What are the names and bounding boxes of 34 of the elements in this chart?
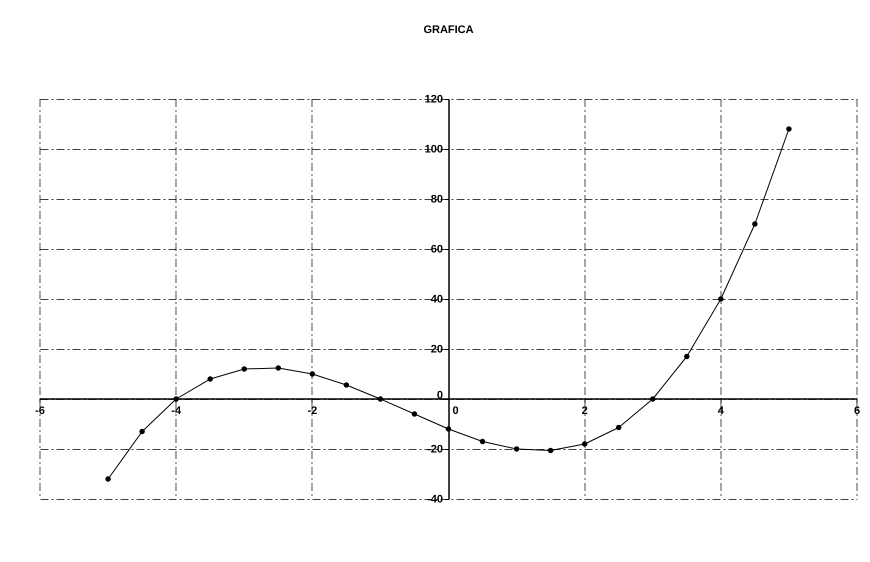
point — [514, 446, 520, 452]
point — [616, 424, 622, 430]
x-tick-label: 0 — [452, 405, 459, 417]
point — [752, 221, 758, 227]
point — [480, 438, 486, 444]
point — [139, 428, 145, 434]
y-tick-label: 40 — [430, 294, 443, 306]
x-tick-label: -4 — [171, 405, 182, 417]
y-tick-label: 60 — [430, 244, 443, 256]
point — [173, 396, 179, 402]
point — [105, 476, 111, 482]
y-tick-label: 20 — [430, 344, 443, 356]
point — [310, 371, 316, 377]
point — [242, 366, 247, 372]
x-tick-label: 4 — [718, 405, 725, 417]
y-tick-label: 0 — [436, 390, 443, 402]
x-tick-label: 6 — [854, 405, 860, 417]
point — [718, 296, 724, 302]
x-tick-label: -2 — [307, 405, 318, 417]
point — [582, 441, 588, 447]
point — [786, 126, 792, 132]
point — [207, 376, 213, 382]
chart-title: GRAFICA — [423, 24, 474, 36]
point — [412, 411, 418, 417]
point — [548, 448, 554, 454]
point — [650, 396, 656, 402]
point — [378, 396, 384, 402]
y-tick-label: 80 — [430, 194, 443, 206]
point — [344, 382, 350, 388]
x-tick-label: -6 — [35, 405, 45, 417]
point — [684, 354, 690, 360]
point — [276, 365, 282, 371]
x-tick-label: 2 — [582, 405, 588, 417]
point — [446, 426, 452, 432]
